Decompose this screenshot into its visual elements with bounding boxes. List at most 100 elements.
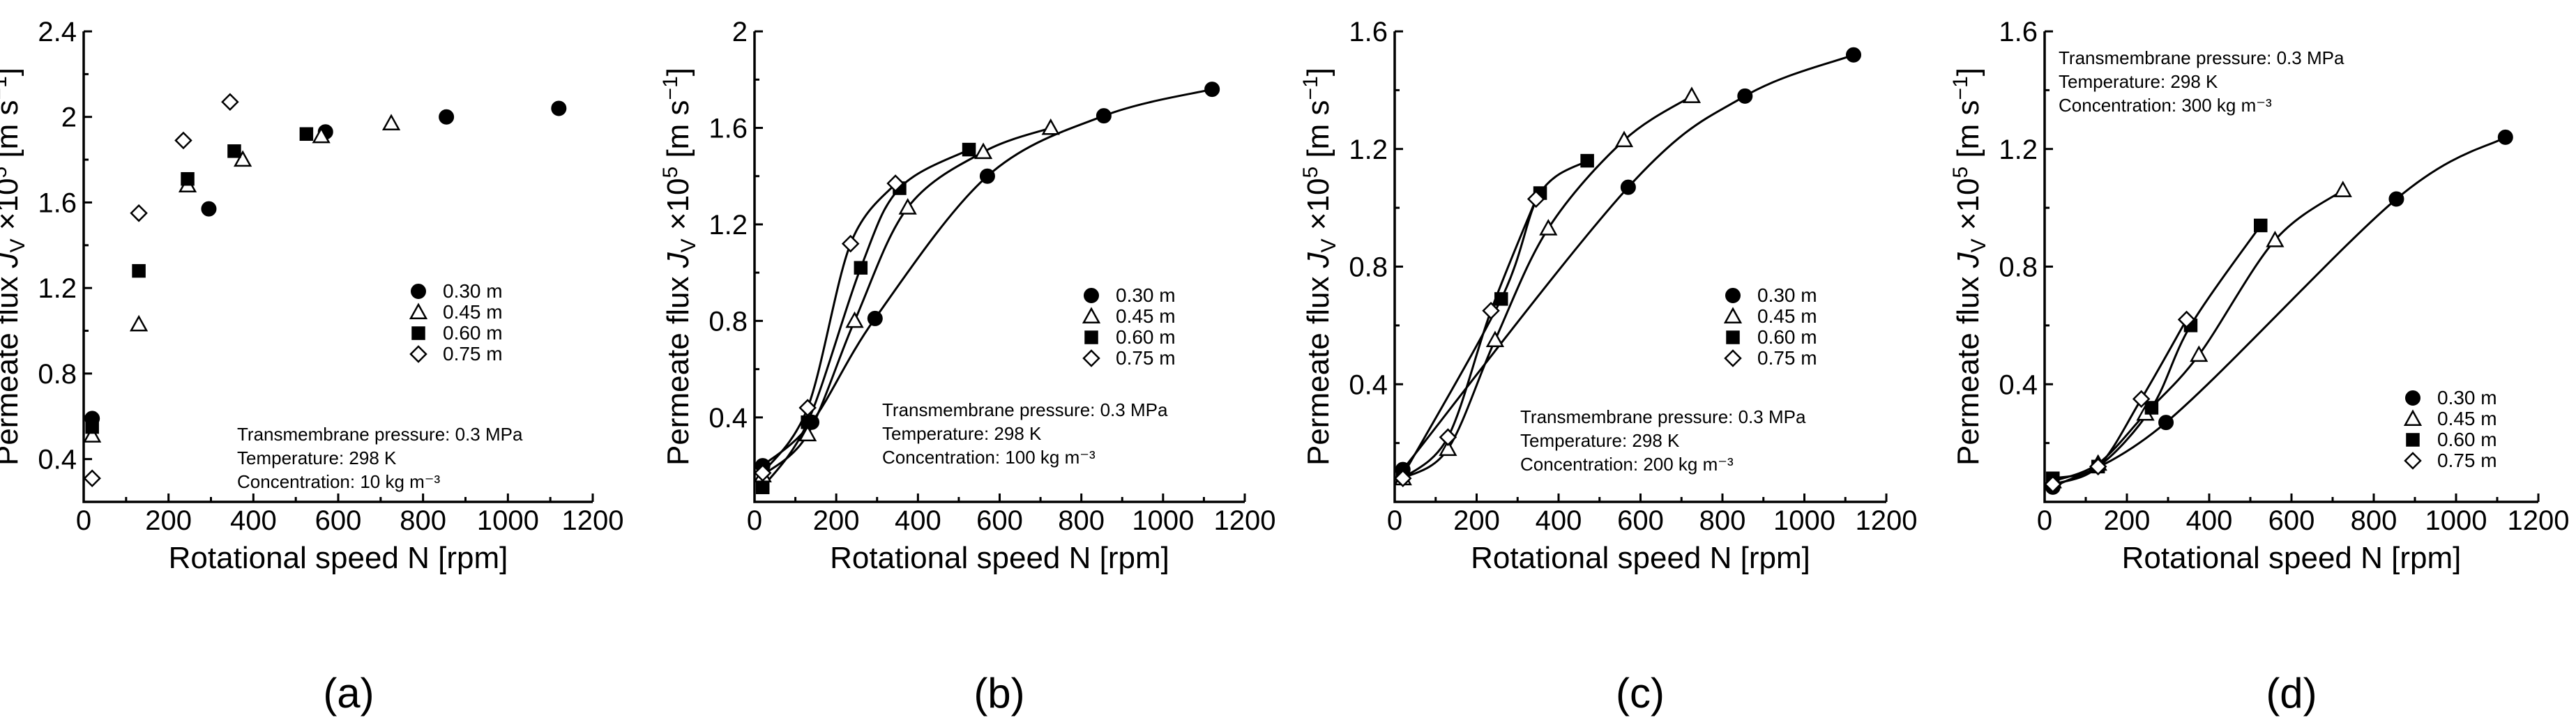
y-tick-label: 1.6 xyxy=(38,188,77,218)
legend-label: 0.45 m xyxy=(2437,408,2497,429)
x-tick-label: 400 xyxy=(230,505,277,536)
data-point xyxy=(979,168,995,184)
data-point xyxy=(845,311,864,328)
legend-label: 0.60 m xyxy=(1757,326,1817,348)
data-point xyxy=(1620,179,1636,195)
y-axis-label: Permeate flux JV ×105 [m s−1] xyxy=(659,68,700,466)
legend-label: 0.60 m xyxy=(1116,326,1176,348)
legend-label: 0.60 m xyxy=(443,322,503,344)
y-axis-label-part: Permeate flux xyxy=(0,268,24,466)
data-point xyxy=(1580,153,1594,168)
data-point xyxy=(439,109,455,125)
x-tick-label: 0 xyxy=(747,505,762,536)
y-axis-label-part: V xyxy=(677,238,700,252)
y-axis-label-part: 5 xyxy=(0,167,11,178)
data-point xyxy=(753,464,772,482)
y-axis-label-part: Permeate flux xyxy=(1301,268,1335,466)
data-point xyxy=(312,126,331,144)
x-axis-label: Rotational speed N [rpm] xyxy=(169,541,508,575)
data-point xyxy=(2497,129,2513,145)
legend-marker xyxy=(1723,307,1743,324)
legend-label: 0.30 m xyxy=(2437,387,2497,408)
y-tick-label: 2.4 xyxy=(38,17,77,47)
conditions-text: Transmembrane pressure: 0.3 MPa xyxy=(1520,406,1806,427)
data-point xyxy=(2388,191,2404,207)
data-point xyxy=(234,150,252,167)
conditions-text: Concentration: 100 kg m⁻³ xyxy=(882,447,1096,468)
series-curve-030m xyxy=(2052,136,2506,489)
x-tick-label: 200 xyxy=(813,505,860,536)
x-tick-label: 1200 xyxy=(1856,505,1918,536)
y-tick-label: 2 xyxy=(61,102,77,133)
data-point xyxy=(2254,218,2268,233)
y-axis-label-part: −1 xyxy=(1299,76,1322,100)
data-point xyxy=(867,310,883,326)
data-point xyxy=(2044,475,2062,493)
data-point xyxy=(1614,130,1634,148)
data-point xyxy=(2144,401,2159,415)
y-tick-label: 0.4 xyxy=(38,445,77,475)
y-axis-label-part: 5 xyxy=(659,167,682,178)
y-tick-label: 0.4 xyxy=(1349,369,1388,400)
x-tick-label: 400 xyxy=(895,505,941,536)
x-axis-label: Rotational speed N [rpm] xyxy=(1471,541,1810,575)
data-point xyxy=(129,314,149,332)
conditions-text: Transmembrane pressure: 0.3 MPa xyxy=(237,424,523,445)
data-point xyxy=(1737,88,1753,104)
data-point xyxy=(898,198,917,215)
series-curve-075m xyxy=(762,183,897,474)
data-point xyxy=(221,93,239,112)
x-tick-label: 800 xyxy=(2351,505,2397,536)
data-point xyxy=(1204,82,1220,98)
y-tick-label: 1.2 xyxy=(38,273,77,304)
chart-panel-3: 0 200 400 600 800 1000 1200 0.4 0.8 1.2 1.6 Rotatio… xyxy=(1299,17,1917,717)
data-point xyxy=(1439,428,1457,446)
y-axis-label-part: J xyxy=(1301,252,1335,268)
data-point xyxy=(2177,310,2196,329)
y-axis-label-part: −1 xyxy=(659,76,682,100)
data-point xyxy=(299,127,314,141)
data-point xyxy=(1041,118,1060,135)
data-point xyxy=(381,114,401,130)
conditions-text: Transmembrane pressure: 0.3 MPa xyxy=(2059,47,2344,68)
legend-marker xyxy=(1724,349,1742,367)
legend-label: 0.75 m xyxy=(1116,347,1176,369)
legend-marker xyxy=(1082,307,1101,324)
y-axis-label-part: ] xyxy=(1951,68,1985,76)
panel-label: (b) xyxy=(973,670,1024,717)
legend-label: 0.60 m xyxy=(2437,429,2497,450)
series-curve-045m xyxy=(2052,189,2344,482)
data-point xyxy=(2158,415,2174,431)
legend-marker xyxy=(2404,452,2422,470)
x-tick-label: 1200 xyxy=(562,505,624,536)
y-axis-label-part: [m s xyxy=(1301,100,1335,166)
y-axis-label: Permeate flux JV ×105 [m s−1] xyxy=(1949,68,1990,466)
data-point xyxy=(962,142,976,157)
y-axis-label-part: J xyxy=(1951,252,1985,268)
y-axis-label-part: ×10 xyxy=(1951,178,1985,238)
legend-label: 0.30 m xyxy=(1757,284,1817,306)
conditions-text: Temperature: 298 K xyxy=(882,423,1042,444)
y-tick-label: 0.4 xyxy=(709,403,748,434)
data-point xyxy=(130,204,148,222)
y-axis-label-part: ] xyxy=(1301,68,1335,76)
data-point xyxy=(1539,219,1558,236)
conditions-text: Concentration: 300 kg m⁻³ xyxy=(2059,95,2272,116)
conditions-text: Concentration: 200 kg m⁻³ xyxy=(1520,454,1734,475)
data-point xyxy=(1846,47,1861,63)
y-tick-label: 0.8 xyxy=(38,359,77,390)
panel-label: (c) xyxy=(1616,670,1665,717)
data-point xyxy=(551,100,567,116)
legend-marker xyxy=(1082,349,1100,367)
data-point xyxy=(83,469,101,488)
y-axis-label: Permeate flux JV ×105 [m s−1] xyxy=(0,68,29,466)
y-axis-label-part: ] xyxy=(0,68,24,76)
data-point xyxy=(2190,345,2208,362)
x-tick-label: 400 xyxy=(1536,505,1582,536)
y-axis-label-part: ×10 xyxy=(0,178,24,238)
x-tick-label: 400 xyxy=(2186,505,2233,536)
y-axis-label-part: V xyxy=(1317,238,1340,252)
x-tick-label: 0 xyxy=(1387,505,1402,536)
x-tick-label: 1200 xyxy=(1214,505,1276,536)
